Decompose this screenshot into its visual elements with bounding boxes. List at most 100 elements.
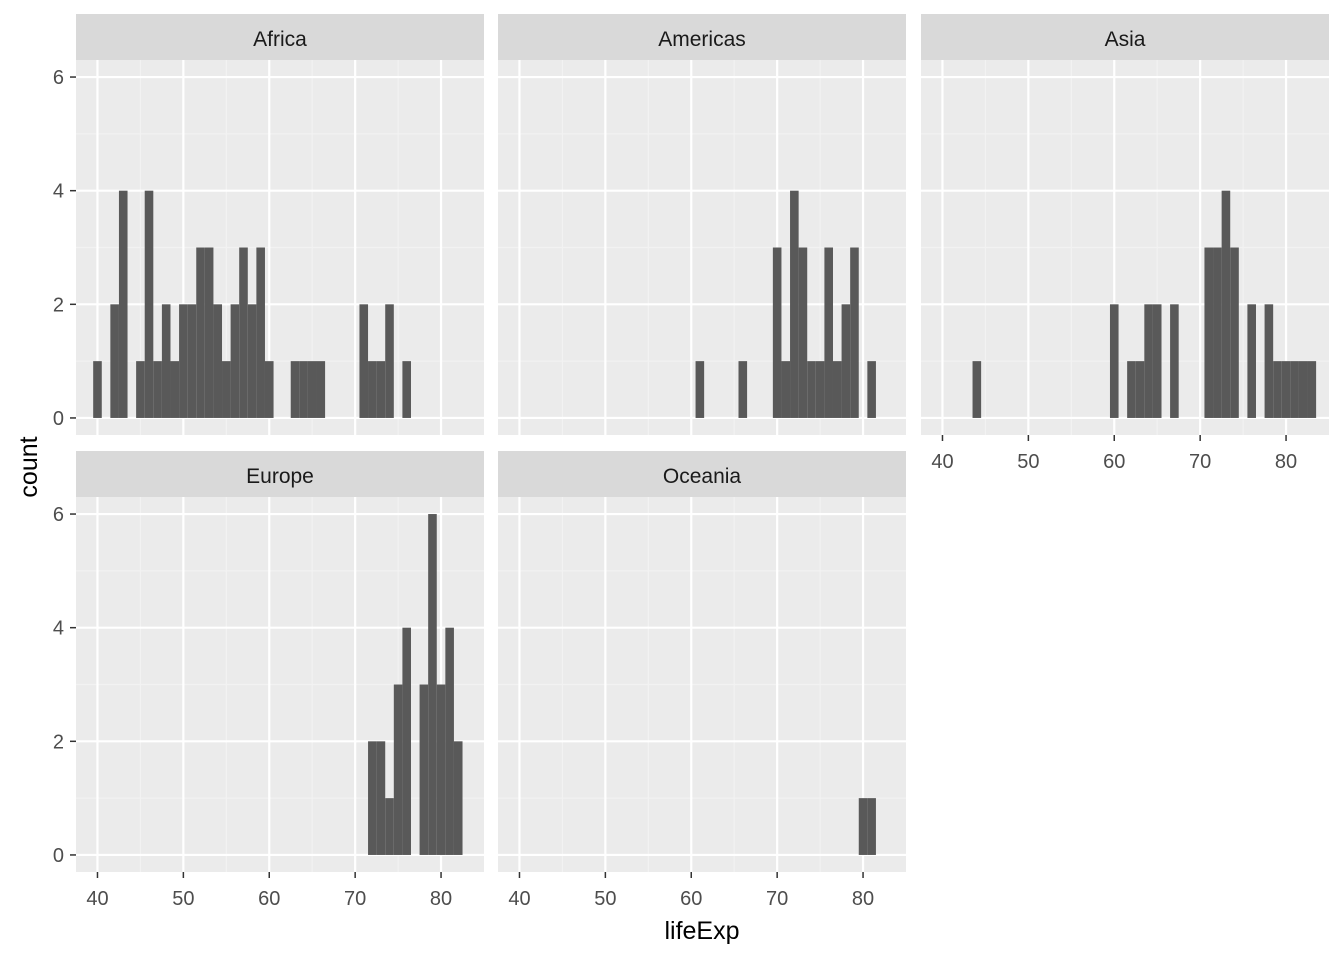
histogram-bar-africa	[93, 361, 102, 418]
histogram-bar-europe	[445, 627, 454, 855]
histogram-bar-asia	[1135, 361, 1145, 418]
histogram-bar-asia	[1230, 247, 1239, 418]
histogram-bar-europe	[402, 627, 411, 855]
x-tick-label: 60	[680, 888, 702, 910]
histogram-bar-americas	[841, 304, 851, 418]
histogram-bar-americas	[695, 361, 705, 418]
histogram-bar-africa	[196, 247, 205, 418]
histogram-bar-africa	[161, 304, 171, 418]
histogram-bar-americas	[815, 361, 825, 418]
histogram-bar-africa	[316, 361, 326, 418]
x-tick-label: 40	[931, 451, 953, 473]
histogram-bar-asia	[1290, 361, 1299, 418]
histogram-bar-europe	[419, 684, 429, 855]
y-tick-label: 4	[53, 618, 64, 640]
histogram-bar-oceania	[858, 798, 868, 855]
x-tick-label: 60	[1103, 451, 1125, 473]
x-tick-label: 50	[594, 888, 616, 910]
histogram-bar-europe	[368, 741, 377, 855]
facet-label-americas: Americas	[658, 28, 746, 51]
histogram-bar-africa	[144, 190, 154, 418]
facet-strip-europe	[76, 451, 484, 497]
facet-label-africa: Africa	[253, 28, 307, 51]
histogram-bar-africa	[307, 361, 317, 418]
histogram-bar-asia	[1281, 361, 1291, 418]
histogram-bar-africa	[402, 361, 411, 418]
facet-strip-africa	[76, 14, 484, 60]
y-tick-label: 6	[53, 504, 64, 526]
facet-strip-asia	[921, 14, 1329, 60]
y-tick-label: 0	[53, 408, 64, 430]
y-tick-label: 2	[53, 294, 64, 316]
histogram-bar-asia	[1221, 190, 1231, 418]
histogram-bar-africa	[136, 361, 145, 418]
histogram-bar-asia	[1247, 304, 1256, 418]
histogram-bar-europe	[385, 798, 394, 855]
histogram-bar-americas	[781, 361, 791, 418]
x-tick-label: 40	[86, 888, 108, 910]
histogram-bar-asia	[1264, 304, 1274, 418]
histogram-bar-asia	[1127, 361, 1136, 418]
histogram-bar-europe	[428, 514, 437, 855]
x-tick-label: 80	[852, 888, 874, 910]
histogram-bar-africa	[359, 304, 369, 418]
y-tick-label: 2	[53, 731, 64, 753]
facet-strip-americas	[498, 14, 906, 60]
histogram-bar-europe	[393, 684, 403, 855]
y-axis-title: count	[15, 436, 43, 497]
histogram-bar-africa	[170, 361, 180, 418]
x-tick-label: 50	[172, 888, 194, 910]
histogram-bar-africa	[264, 361, 274, 418]
x-tick-label: 70	[344, 888, 366, 910]
histogram-bar-africa	[153, 361, 162, 418]
histogram-bar-europe	[453, 741, 463, 855]
x-tick-label: 70	[1189, 451, 1211, 473]
histogram-bar-africa	[368, 361, 377, 418]
histogram-bar-africa	[290, 361, 300, 418]
facet-strip-oceania	[498, 451, 906, 497]
y-tick-label: 6	[53, 67, 64, 89]
histogram-bar-africa	[299, 361, 308, 418]
x-tick-label: 60	[258, 888, 280, 910]
histogram-bar-oceania	[867, 798, 876, 855]
histogram-bar-europe	[436, 684, 446, 855]
histogram-bar-asia	[1144, 304, 1153, 418]
y-tick-label: 4	[53, 181, 64, 203]
histogram-bar-asia	[1273, 361, 1282, 418]
x-axis-title: lifeExp	[664, 917, 739, 945]
histogram-bar-africa	[239, 247, 248, 418]
histogram-bar-africa	[204, 247, 214, 418]
x-tick-label: 80	[430, 888, 452, 910]
histogram-bar-asia	[1152, 304, 1162, 418]
histogram-bar-asia	[972, 361, 982, 418]
histogram-bar-americas	[798, 247, 808, 418]
histogram-bar-africa	[222, 361, 231, 418]
histogram-bar-americas	[738, 361, 748, 418]
histogram-bar-africa	[118, 190, 128, 418]
histogram-bar-americas	[832, 361, 842, 418]
facet-label-asia: Asia	[1105, 28, 1146, 51]
histogram-bar-asia	[1170, 304, 1179, 418]
histogram-bar-asia	[1298, 361, 1308, 418]
histogram-bar-americas	[807, 361, 816, 418]
histogram-bar-asia	[1204, 247, 1214, 418]
histogram-bar-americas	[824, 247, 833, 418]
histogram-bar-africa	[376, 361, 386, 418]
histogram-bar-africa	[256, 247, 265, 418]
x-tick-label: 70	[766, 888, 788, 910]
histogram-bar-americas	[790, 190, 799, 418]
histogram-bar-africa	[110, 304, 119, 418]
histogram-bar-africa	[213, 304, 223, 418]
y-tick-label: 0	[53, 845, 64, 867]
histogram-bar-asia	[1307, 361, 1317, 418]
histogram-bar-africa	[230, 304, 240, 418]
histogram-bar-africa	[385, 304, 394, 418]
histogram-bar-africa	[247, 304, 257, 418]
x-tick-label: 40	[508, 888, 530, 910]
histogram-bar-americas	[867, 361, 876, 418]
histogram-bar-africa	[187, 304, 197, 418]
x-tick-label: 80	[1275, 451, 1297, 473]
facet-label-oceania: Oceania	[663, 465, 742, 488]
facet-label-europe: Europe	[246, 465, 314, 488]
